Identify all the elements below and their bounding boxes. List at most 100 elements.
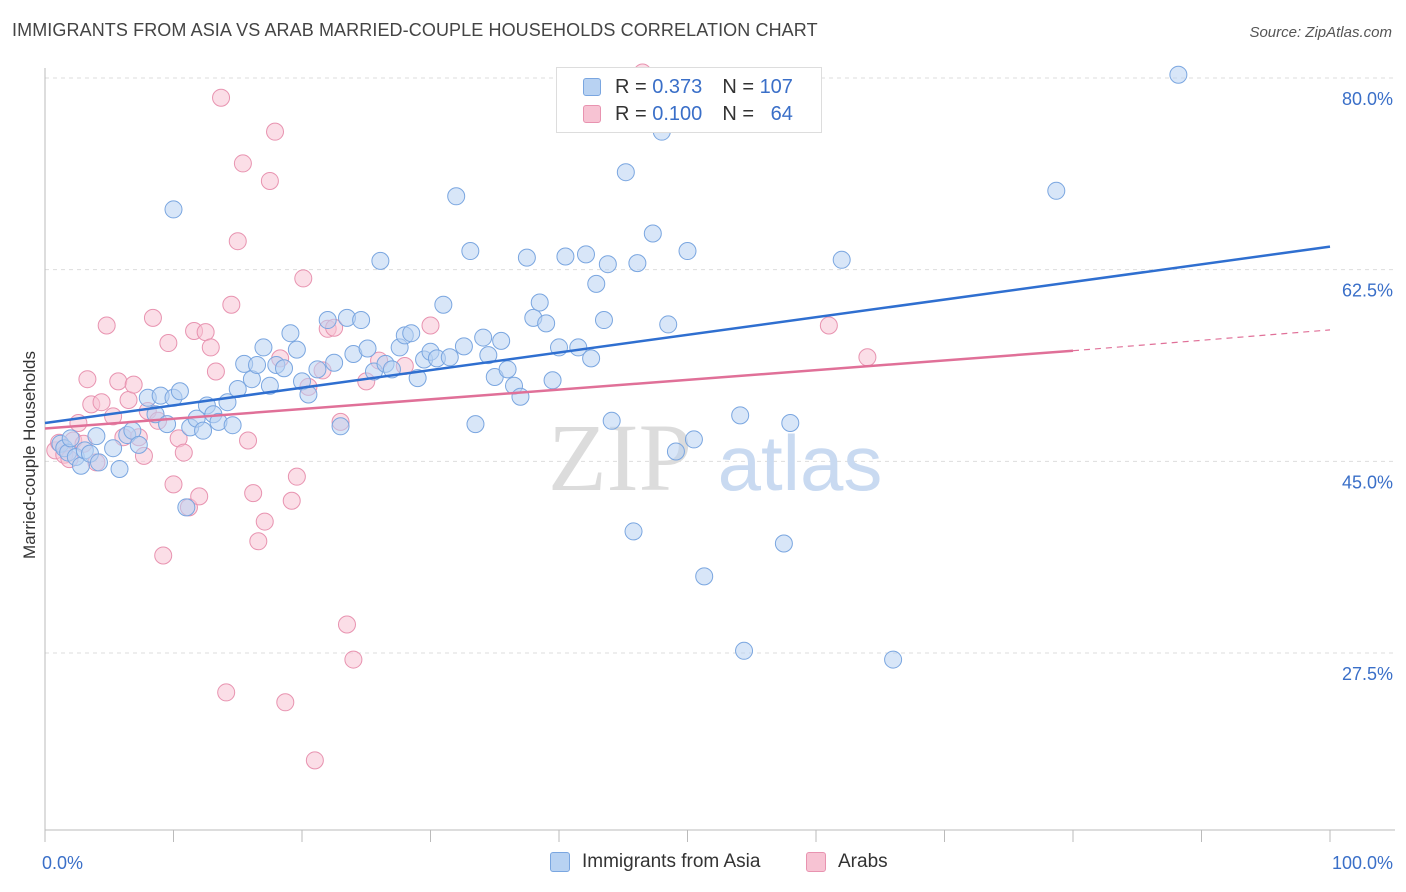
asia-point <box>402 324 421 343</box>
asia-point <box>440 348 459 367</box>
asia-point <box>177 498 196 517</box>
arabs-point <box>276 693 295 712</box>
trend-lines <box>44 245 1331 430</box>
asia-point <box>624 522 643 541</box>
legend-r-label: R = <box>615 75 647 98</box>
asia-point <box>87 427 106 446</box>
legend-row-arabs: R = 0.100 N = 64 <box>557 100 793 128</box>
arabs-point <box>212 88 231 107</box>
y-tick-labels: 27.5% 45.0% 62.5% 80.0% <box>1342 89 1393 684</box>
asia-point <box>1169 65 1188 84</box>
arabs-point <box>421 316 440 335</box>
bottom-legend-arabs: Arabs <box>806 851 888 873</box>
arabs-point <box>266 122 285 141</box>
asia-point <box>434 295 453 314</box>
asia-point <box>260 376 279 395</box>
legend-r-value: 0.373 <box>652 75 703 98</box>
arabs-point <box>239 431 258 450</box>
asia-point <box>576 245 595 264</box>
asia-point <box>594 311 613 330</box>
asia-point <box>129 435 148 454</box>
asia-point <box>735 641 754 660</box>
asia-point <box>695 567 714 586</box>
legend-swatch-arabs <box>583 105 601 123</box>
y-tick-label: 27.5% <box>1342 664 1393 684</box>
asia-point <box>194 421 213 440</box>
watermark: ZIP atlas <box>548 404 882 511</box>
arabs-point <box>92 393 111 412</box>
arabs-point <box>228 232 247 251</box>
asia-point <box>474 328 493 347</box>
asia-point <box>223 416 242 435</box>
arabs-point <box>305 751 324 770</box>
arabs-point <box>206 362 225 381</box>
asia-point <box>275 359 294 378</box>
arabs-point <box>201 338 220 357</box>
asia-point <box>89 453 108 472</box>
legend-n-value: 107 <box>759 75 793 98</box>
y-tick-label: 80.0% <box>1342 89 1393 109</box>
arabs-point <box>294 269 313 288</box>
arabs-point <box>282 491 301 510</box>
arabs-point <box>233 154 252 173</box>
arabs-point <box>78 370 97 389</box>
asia-point <box>281 324 300 343</box>
asia-trend-line <box>44 245 1331 425</box>
asia-point <box>678 242 697 261</box>
legend-n-label: N = <box>722 102 754 125</box>
legend-swatch-asia <box>583 78 601 96</box>
watermark-atlas: atlas <box>718 419 883 507</box>
chart-title: IMMIGRANTS FROM ASIA VS ARAB MARRIED-COU… <box>12 20 818 40</box>
asia-points <box>51 65 1188 669</box>
asia-point <box>170 382 189 401</box>
arabs-point <box>159 334 178 353</box>
asia-point <box>466 415 485 434</box>
arabs-trend-line-extrapolated <box>1072 329 1331 352</box>
asia-point <box>530 293 549 312</box>
x-tick-label-max: 100.0% <box>1332 853 1393 873</box>
y-tick-label: 62.5% <box>1342 281 1393 301</box>
arabs-point <box>287 467 306 486</box>
bottom-legend-swatch-asia <box>550 852 570 872</box>
asia-point <box>598 255 617 274</box>
asia-point <box>352 311 371 330</box>
asia-point <box>511 387 530 406</box>
asia-point <box>308 360 327 379</box>
arabs-point <box>249 532 268 551</box>
x-tick-label-min: 0.0% <box>42 853 83 873</box>
arabs-point <box>164 475 183 494</box>
arabs-point <box>217 683 236 702</box>
asia-point <box>479 346 498 365</box>
y-tick-label: 45.0% <box>1342 472 1393 492</box>
legend-n-value: 64 <box>770 102 793 125</box>
asia-point <box>325 353 344 372</box>
arabs-point <box>174 443 193 462</box>
asia-point <box>164 200 183 219</box>
asia-point <box>543 371 562 390</box>
asia-point <box>832 250 851 269</box>
arabs-point <box>260 171 279 190</box>
asia-point <box>643 224 662 243</box>
arabs-point <box>190 487 209 506</box>
asia-point <box>498 360 517 379</box>
x-tick-labels: 0.0% 100.0% <box>42 853 1393 873</box>
asia-point <box>684 430 703 449</box>
arabs-point <box>154 546 173 565</box>
asia-point <box>628 254 647 273</box>
asia-point <box>248 355 267 374</box>
arabs-point <box>337 615 356 634</box>
asia-point <box>666 442 685 461</box>
source-label: Source: ZipAtlas.com <box>1249 24 1392 41</box>
asia-point <box>408 369 427 388</box>
arabs-point <box>119 391 138 409</box>
axes <box>44 68 1395 842</box>
asia-point <box>287 340 306 359</box>
asia-point <box>492 331 511 350</box>
arabs-point <box>255 512 274 531</box>
asia-point <box>254 338 273 357</box>
correlation-legend: R = 0.373 N = 107 R = 0.100 N = 64 <box>556 67 822 133</box>
asia-point <box>781 414 800 432</box>
bottom-legend-label-arabs: Arabs <box>838 851 888 872</box>
asia-point <box>454 337 473 356</box>
asia-point <box>61 429 80 448</box>
